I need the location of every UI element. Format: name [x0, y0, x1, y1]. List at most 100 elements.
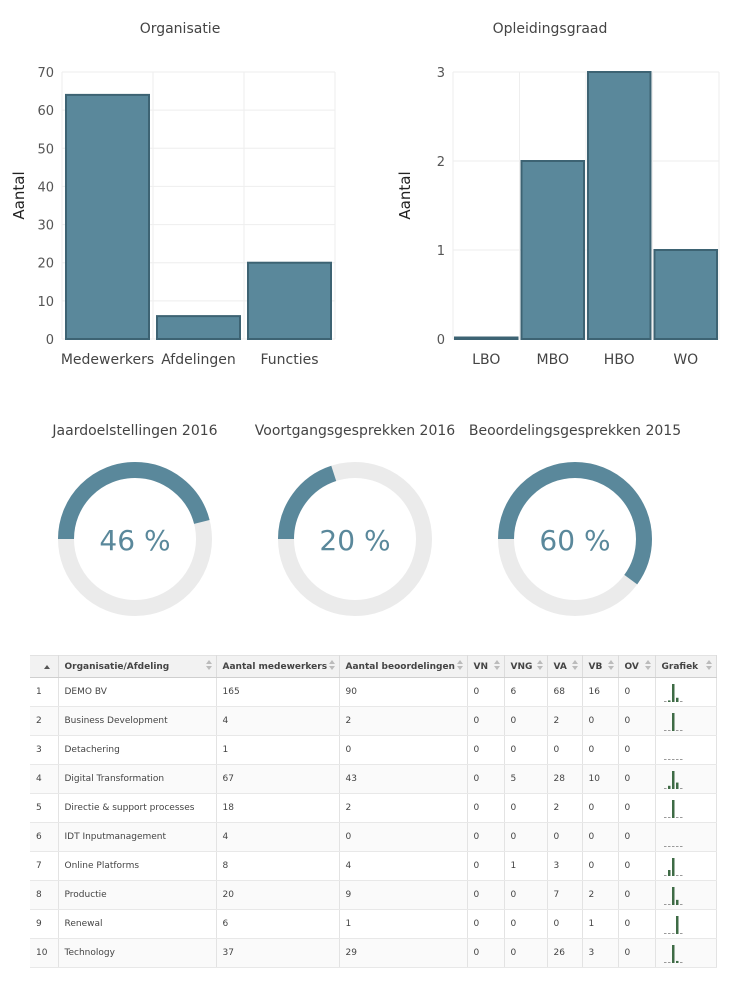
- employee-count: 37: [216, 938, 340, 968]
- sparkline-bar: [679, 846, 682, 847]
- opleidingsgraad-chart: Opleidingsgraad Aantal 0 1 2 3 LBO MBO HBO WO: [396, 21, 720, 368]
- y-tick-label: 2: [437, 155, 445, 170]
- employee-count: 67: [216, 764, 340, 794]
- sparkline-cell: [655, 880, 717, 910]
- review-count: 2: [339, 793, 468, 823]
- row-index: 5: [30, 793, 59, 823]
- employee-count: 1: [216, 735, 340, 765]
- employee-count: 165: [216, 677, 340, 707]
- vb-value: 2: [582, 880, 619, 910]
- vb-value: 1: [582, 909, 619, 939]
- ov-value: 0: [618, 793, 656, 823]
- sparkline-bar: [675, 916, 678, 934]
- table-row[interactable]: 3 Detachering 1 0 0 0 0 0 0: [30, 735, 717, 765]
- y-tick-label: 20: [37, 257, 54, 272]
- y-tick-label: 50: [37, 142, 54, 157]
- sparkline-bar: [663, 875, 666, 876]
- vng-value: 0: [504, 706, 548, 736]
- va-value: 0: [547, 822, 583, 852]
- bar-lbo[interactable]: [454, 336, 519, 340]
- table-row[interactable]: 5 Directie & support processes 18 2 0 0 2 0 0: [30, 793, 717, 823]
- sparkline-bar: [663, 962, 666, 963]
- col-header-grafiek[interactable]: Grafiek: [655, 655, 717, 678]
- employee-count: 4: [216, 706, 340, 736]
- table-row[interactable]: 7 Online Platforms 8 4 0 1 3 0 0: [30, 851, 717, 881]
- sparkline-bar: [671, 713, 674, 731]
- table-row[interactable]: 10 Technology 37 29 0 0 26 3 0: [30, 938, 717, 968]
- col-header-index[interactable]: [30, 655, 59, 678]
- bar-medewerkers[interactable]: [65, 93, 150, 340]
- col-header-va[interactable]: VA: [547, 655, 583, 678]
- bar-hbo[interactable]: [587, 71, 652, 340]
- review-count: 2: [339, 706, 468, 736]
- donut-progress-arc: [278, 462, 432, 616]
- col-header-medewerkers[interactable]: Aantal medewerkers: [216, 655, 340, 678]
- col-header-vng[interactable]: VNG: [504, 655, 548, 678]
- review-count: 1: [339, 909, 468, 939]
- sparkline-bar: [679, 730, 682, 731]
- table-row[interactable]: 1 DEMO BV 165 90 0 6 68 16 0: [30, 677, 717, 707]
- sort-icon: [607, 660, 614, 672]
- sparkline-bar: [671, 771, 674, 789]
- donut-value-label: 60 %: [539, 524, 610, 557]
- y-axis-label: Aantal: [396, 171, 414, 219]
- bar-afdelingen[interactable]: [156, 315, 241, 341]
- sparkline: [663, 945, 682, 963]
- bar-mbo[interactable]: [520, 160, 585, 340]
- vb-value: 3: [582, 938, 619, 968]
- ov-value: 0: [618, 735, 656, 765]
- sparkline-bar: [667, 846, 670, 847]
- sparkline-bar: [663, 817, 666, 818]
- sparkline-bar: [679, 875, 682, 876]
- col-header-beoordelingen[interactable]: Aantal beoordelingen: [339, 655, 468, 678]
- sparkline: [663, 858, 682, 876]
- row-index: 6: [30, 822, 59, 852]
- y-tick-label: 1: [437, 244, 445, 259]
- table-row[interactable]: 6 IDT Inputmanagement 4 0 0 0 0 0 0: [30, 822, 717, 852]
- table-row[interactable]: 9 Renewal 6 1 0 0 0 1 0: [30, 909, 717, 939]
- y-tick-label: 10: [37, 295, 54, 310]
- sort-icon: [536, 660, 543, 672]
- chart-title: Opleidingsgraad: [493, 21, 608, 37]
- y-tick-label: 70: [37, 66, 54, 81]
- table-row[interactable]: 4 Digital Transformation 67 43 0 5 28 10 0: [30, 764, 717, 794]
- table-row[interactable]: 8 Productie 20 9 0 0 7 2 0: [30, 880, 717, 910]
- sparkline: [663, 684, 682, 702]
- x-tick-label: Medewerkers: [61, 352, 154, 368]
- sparkline-cell: [655, 938, 717, 968]
- va-value: 0: [547, 909, 583, 939]
- va-value: 7: [547, 880, 583, 910]
- review-count: 0: [339, 735, 468, 765]
- sort-icon: [328, 660, 335, 672]
- donut-title: Beoordelingsgesprekken 2015: [468, 423, 682, 439]
- col-header-vb[interactable]: VB: [582, 655, 619, 678]
- bar-wo[interactable]: [653, 249, 718, 340]
- sparkline-bar: [667, 759, 670, 760]
- sparkline-bar: [671, 933, 674, 934]
- chart-title: Organisatie: [140, 21, 221, 37]
- org-name: Technology: [58, 938, 217, 968]
- employee-count: 20: [216, 880, 340, 910]
- bar-functies[interactable]: [247, 261, 332, 341]
- row-index: 1: [30, 677, 59, 707]
- sparkline-cell: [655, 793, 717, 823]
- y-axis-label: Aantal: [10, 171, 28, 219]
- col-header-vn[interactable]: VN: [467, 655, 505, 678]
- sparkline-cell: [655, 822, 717, 852]
- review-count: 9: [339, 880, 468, 910]
- y-tick-label: 0: [46, 333, 54, 348]
- sort-ascending-icon: [44, 664, 50, 669]
- col-header-organisatie[interactable]: Organisatie/Afdeling: [58, 655, 217, 678]
- donut-value-label: 46 %: [99, 524, 170, 557]
- table-row[interactable]: 2 Business Development 4 2 0 0 2 0 0: [30, 706, 717, 736]
- org-name: Online Platforms: [58, 851, 217, 881]
- col-header-ov[interactable]: OV: [618, 655, 656, 678]
- sparkline-bar: [667, 870, 670, 876]
- sort-icon: [705, 660, 712, 672]
- sparkline-bar: [679, 817, 682, 818]
- y-tick-label: 0: [437, 333, 445, 348]
- vn-value: 0: [467, 880, 505, 910]
- sparkline-bar: [679, 788, 682, 789]
- sparkline: [663, 916, 682, 934]
- x-tick-label: HBO: [604, 352, 635, 368]
